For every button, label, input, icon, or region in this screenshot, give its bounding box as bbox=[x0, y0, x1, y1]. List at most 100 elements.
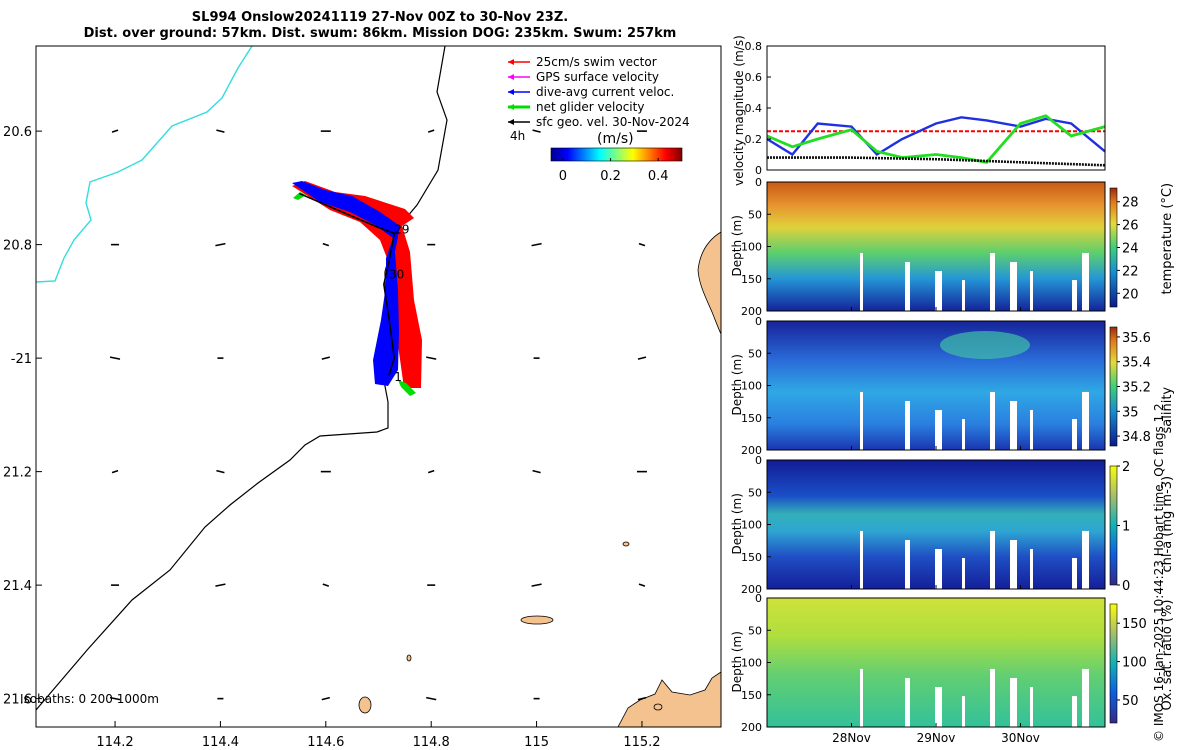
chla-section-cbar-label: chl-a (mg m-3) bbox=[1160, 476, 1175, 573]
sfc-velocity-arrow bbox=[427, 129, 435, 133]
colorbar-unit-label: (m/s) bbox=[597, 131, 634, 147]
salinity-section-cbar-tick-label: 35.4 bbox=[1122, 356, 1151, 371]
missing-data-gap bbox=[860, 530, 863, 589]
missing-data-gap bbox=[962, 419, 965, 450]
missing-data-gap bbox=[1082, 391, 1089, 450]
salinity-section-cbar-tick-label: 35.6 bbox=[1122, 331, 1151, 346]
oxygen-section-ytick-label: 150 bbox=[741, 689, 762, 702]
legend-label-gps: GPS surface velocity bbox=[536, 70, 659, 84]
oxygen-section-ytick-label: 100 bbox=[741, 657, 762, 670]
oxygen-section-cbar-tick-label: 150 bbox=[1122, 617, 1147, 632]
oxygen-section-ytick-label: 0 bbox=[755, 592, 762, 605]
chla-section-ytick-label: 0 bbox=[755, 454, 762, 467]
oxygen-section-ylabel: Depth (m) bbox=[730, 631, 744, 692]
sfc-velocity-arrow bbox=[215, 583, 226, 587]
missing-data-gap bbox=[1030, 410, 1033, 450]
sfc-velocity-arrow bbox=[321, 696, 331, 701]
sfc-velocity-arrow bbox=[531, 583, 542, 587]
map-ytick-label: -21 bbox=[11, 352, 32, 367]
temperature-section-ytick-label: 50 bbox=[748, 208, 762, 221]
day-label: 1 bbox=[394, 370, 402, 384]
temperature-section-cbar-tick-label: 24 bbox=[1122, 242, 1139, 257]
legend-scale-label: 4h bbox=[510, 129, 525, 143]
temperature-section-cbar-tick-label: 22 bbox=[1122, 264, 1139, 279]
isobath-200m bbox=[35, 45, 448, 711]
velocity-panel: 0 0.2 0.4 0.6 0.8 velocity magnitude (m/s) bbox=[732, 35, 1106, 186]
sfc-velocity-arrow bbox=[216, 469, 225, 474]
missing-data-gap bbox=[1030, 549, 1033, 589]
missing-data-gap bbox=[990, 252, 995, 311]
oxygen-section-cbar-label: Ox. sat. ratio (%) bbox=[1160, 600, 1175, 711]
salinity-section-ytick-label: 50 bbox=[748, 347, 762, 360]
glider-track-line bbox=[299, 192, 396, 376]
oxygen-section-ytick-label: 200 bbox=[741, 721, 762, 734]
date-xtick-label: 30Nov bbox=[1001, 731, 1040, 745]
salinity-section-cbar-tick-label: 35.2 bbox=[1122, 381, 1151, 396]
missing-data-gap bbox=[1030, 271, 1033, 311]
map-xtick-label: 115.2 bbox=[623, 735, 660, 750]
chla-section-ytick-label: 50 bbox=[748, 486, 762, 499]
chla-section-ytick-label: 100 bbox=[741, 519, 762, 532]
sfc-velocity-arrow bbox=[532, 129, 541, 133]
temperature-section-ytick-label: 0 bbox=[755, 176, 762, 189]
missing-data-gap bbox=[860, 391, 863, 450]
missing-data-gap bbox=[905, 400, 910, 450]
day-label: 30 bbox=[389, 268, 404, 282]
salinity-feature bbox=[940, 331, 1030, 359]
figure-subtitle: Dist. over ground: 57km. Dist. swum: 86k… bbox=[83, 26, 677, 41]
missing-data-gap bbox=[990, 530, 995, 589]
legend-label-net: net glider velocity bbox=[536, 100, 644, 114]
velocity-ytick-label: 0.6 bbox=[745, 71, 763, 84]
legend-arrowhead bbox=[508, 59, 514, 65]
sfc-velocity-arrow bbox=[427, 469, 435, 474]
legend-arrowhead bbox=[508, 119, 514, 125]
temperature-section-colorbar bbox=[1109, 187, 1118, 308]
map-xtick-label: 115 bbox=[524, 735, 549, 750]
chla-section-ytick-label: 150 bbox=[741, 551, 762, 564]
missing-data-gap bbox=[1030, 687, 1033, 727]
velocity-ytick-label: 0.4 bbox=[745, 102, 763, 115]
date-xtick-label: 28Nov bbox=[832, 731, 871, 745]
velocity-ytick-label: 0.2 bbox=[745, 133, 763, 146]
dive-avg-current-swath bbox=[292, 181, 400, 386]
missing-data-gap bbox=[1082, 668, 1089, 727]
oxygen-section-ytick-label: 50 bbox=[748, 624, 762, 637]
chla-section-ytick-label: 200 bbox=[741, 583, 762, 596]
salinity-section-cbar-tick-label: 34.8 bbox=[1122, 430, 1151, 445]
salinity-section-ylabel: Depth (m) bbox=[730, 354, 744, 415]
velocity-axes bbox=[767, 46, 1105, 170]
temperature-section-cbar-tick-label: 26 bbox=[1122, 219, 1139, 234]
missing-data-gap bbox=[1010, 400, 1017, 450]
oxygen-section-cbar-tick-label: 100 bbox=[1122, 656, 1147, 671]
island bbox=[653, 703, 663, 711]
missing-data-gap bbox=[935, 687, 942, 727]
map-ytick-label: 21.6 bbox=[3, 693, 32, 708]
salinity-section-ytick-label: 200 bbox=[741, 444, 762, 457]
salinity-section-ytick-label: 100 bbox=[741, 380, 762, 393]
chla-section-ylabel: Depth (m) bbox=[730, 493, 744, 554]
missing-data-gap bbox=[1072, 419, 1077, 450]
map-ytick-label: 20.8 bbox=[3, 239, 32, 254]
velocity-ytick-label: 0.8 bbox=[745, 40, 763, 53]
figure-title: SL994 Onslow20241119 27-Nov 00Z to 30-No… bbox=[191, 10, 569, 25]
temperature-section-ylabel: Depth (m) bbox=[730, 215, 744, 276]
map-frame bbox=[35, 45, 722, 728]
map-xtick-label: 114.2 bbox=[96, 735, 133, 750]
missing-data-gap bbox=[1010, 677, 1017, 727]
island bbox=[406, 654, 412, 662]
credit-text: © IMOS 16-Jan-2025 10:44:23 Hobart time.… bbox=[1152, 403, 1166, 742]
missing-data-gap bbox=[1010, 261, 1017, 311]
sfc-velocity-arrow bbox=[426, 696, 437, 701]
salinity-section-colorbar bbox=[1109, 326, 1118, 447]
oxygen-section-cbar-tick-label: 50 bbox=[1122, 694, 1139, 709]
sfc-velocity-arrow bbox=[215, 242, 226, 247]
oxygen-section-colorbar bbox=[1109, 603, 1118, 724]
temperature-section-ytick-label: 100 bbox=[741, 241, 762, 254]
temperature-section-cbar-label: temperature (°C) bbox=[1160, 183, 1175, 295]
sfc-velocity-arrow bbox=[638, 583, 646, 587]
velocity-series-dive-avg bbox=[766, 116, 1106, 157]
legend-arrowhead bbox=[508, 104, 514, 110]
